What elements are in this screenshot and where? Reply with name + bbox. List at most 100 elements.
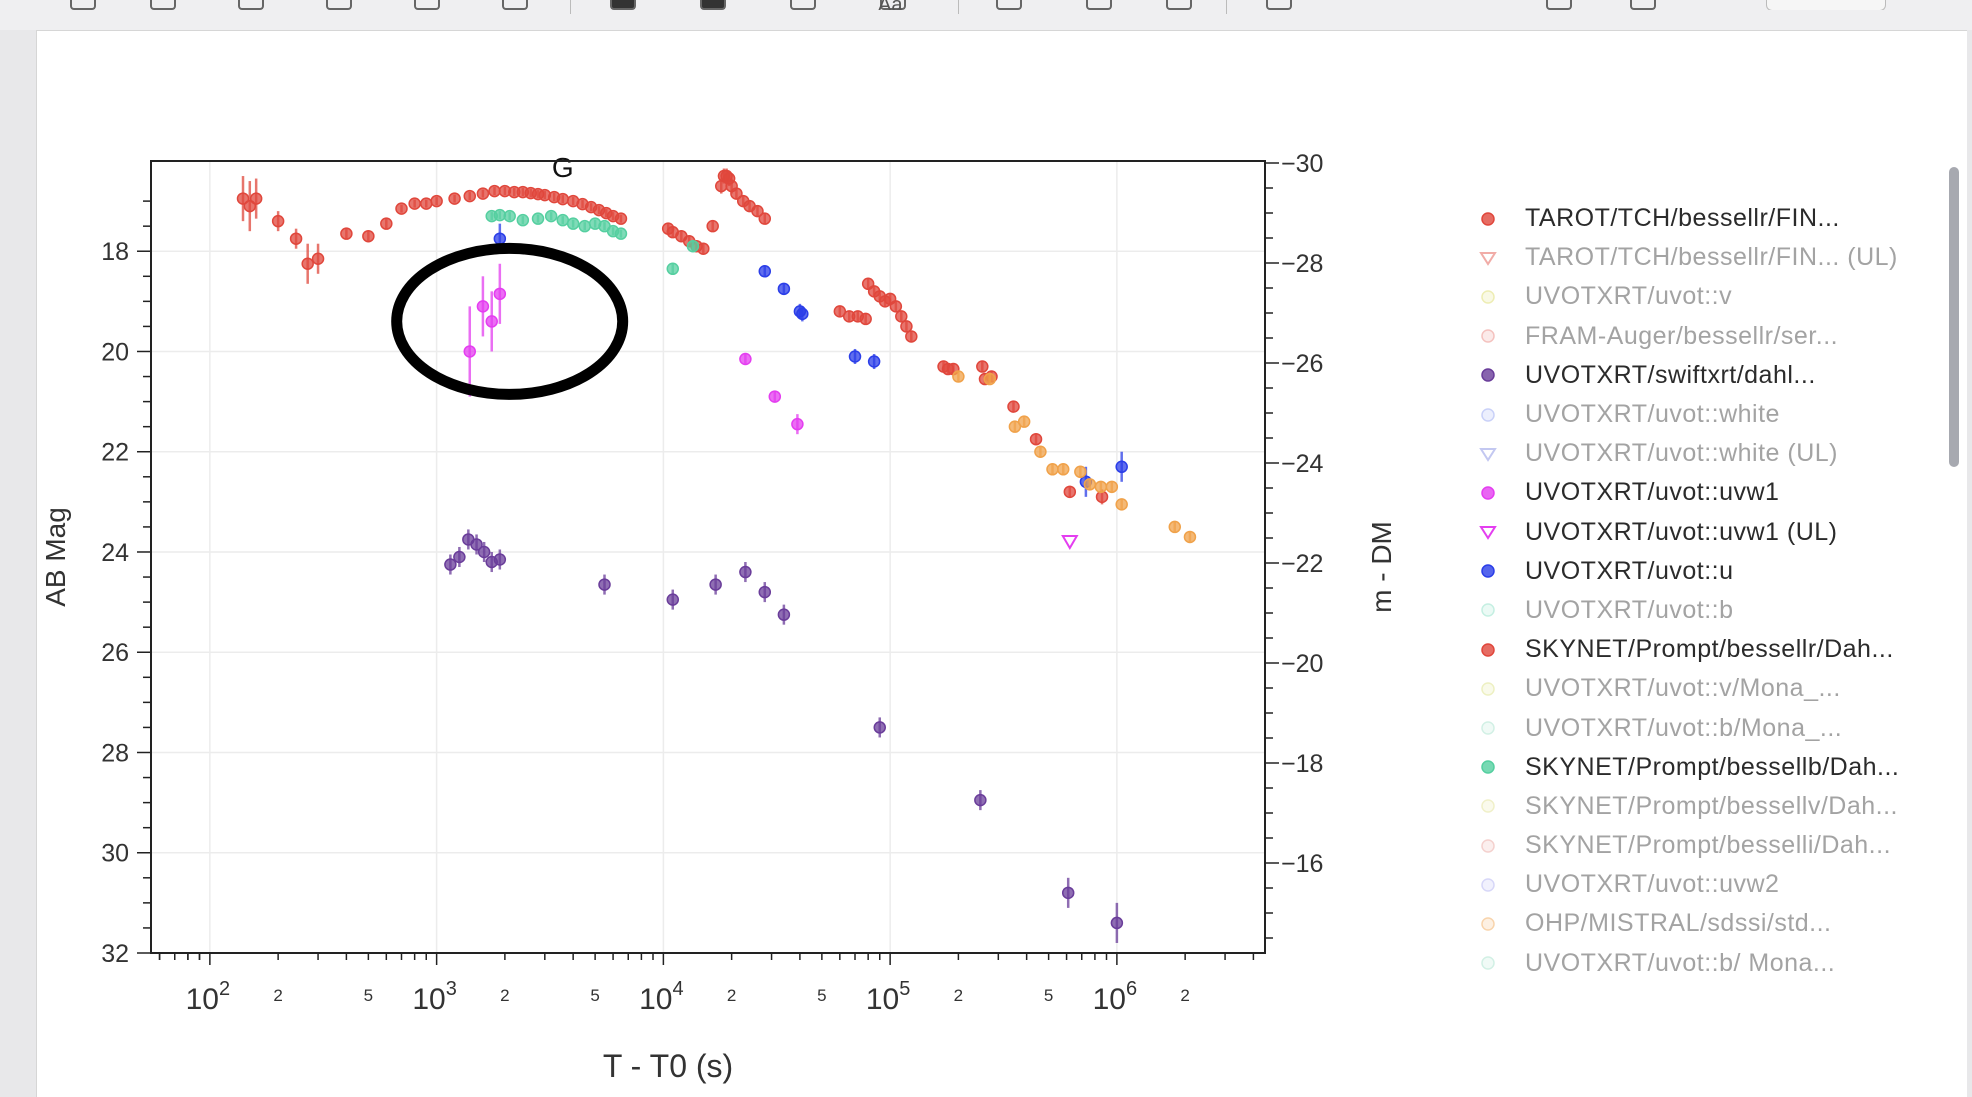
data-point[interactable] [444, 558, 457, 571]
data-point[interactable] [791, 417, 804, 431]
data-point[interactable] [476, 187, 490, 200]
legend-item[interactable]: UVOTXRT/uvot::uvw1 [1473, 473, 1953, 512]
data-point[interactable] [493, 553, 507, 566]
data-point[interactable] [476, 300, 490, 313]
data-point[interactable] [271, 214, 285, 228]
data-point[interactable] [1168, 520, 1182, 534]
data-point[interactable] [833, 305, 847, 318]
data-point[interactable] [1105, 480, 1119, 494]
text-icon[interactable] [880, 0, 906, 10]
highlight-icon[interactable] [70, 0, 96, 10]
data-point[interactable] [686, 239, 700, 253]
data-point[interactable] [485, 315, 498, 328]
legend-item[interactable]: OHP/MISTRAL/sdssi/std... [1473, 904, 1953, 943]
data-point[interactable] [895, 310, 908, 323]
data-point[interactable] [236, 192, 250, 205]
data-point[interactable] [1017, 415, 1031, 428]
data-point[interactable] [289, 232, 303, 245]
data-point[interactable] [848, 350, 862, 363]
legend-item[interactable]: UVOTXRT/uvot::white (UL) [1473, 434, 1953, 473]
data-point[interactable] [1029, 432, 1043, 446]
legend-item[interactable]: UVOTXRT/uvot::b/Mona_... [1473, 708, 1953, 747]
data-point[interactable] [1063, 485, 1077, 499]
legend-scrollbar[interactable] [1949, 167, 1959, 467]
data-point[interactable] [493, 232, 507, 245]
data-point[interactable] [556, 213, 570, 227]
data-point[interactable] [974, 793, 987, 807]
data-point[interactable] [758, 212, 772, 225]
share-icon[interactable] [1266, 0, 1292, 10]
data-point[interactable] [614, 227, 628, 240]
data-point[interactable] [408, 197, 421, 210]
data-point[interactable] [1115, 498, 1128, 511]
data-point[interactable] [420, 197, 433, 210]
data-point[interactable] [1034, 445, 1047, 458]
data-point[interactable] [889, 300, 903, 313]
data-point[interactable] [777, 608, 791, 621]
data-point[interactable] [768, 390, 782, 403]
underline-icon[interactable] [414, 0, 440, 10]
data-point[interactable] [1083, 478, 1097, 491]
legend-item[interactable]: UVOTXRT/uvot::uvw1 (UL) [1473, 513, 1953, 552]
data-point[interactable] [516, 213, 530, 227]
data-point[interactable] [905, 330, 918, 343]
data-point[interactable] [1074, 465, 1087, 479]
rect-select-icon[interactable] [238, 0, 264, 10]
data-point[interactable] [556, 192, 570, 206]
data-point[interactable] [758, 585, 772, 599]
legend-item[interactable]: TAROT/TCH/bessellr/FIN... (UL) [1473, 238, 1953, 277]
data-point[interactable] [796, 307, 809, 321]
data-point[interactable] [739, 565, 752, 579]
data-point[interactable] [1061, 534, 1079, 550]
data-point[interactable] [859, 312, 872, 326]
data-point[interactable] [1110, 916, 1124, 930]
data-point[interactable] [983, 372, 996, 386]
data-point[interactable] [777, 282, 791, 296]
data-point[interactable] [730, 187, 743, 200]
data-point[interactable] [340, 227, 353, 240]
data-point[interactable] [493, 287, 507, 301]
data-point[interactable] [301, 257, 314, 271]
data-point[interactable] [477, 545, 491, 559]
data-point[interactable] [697, 242, 710, 255]
data-point[interactable] [430, 194, 443, 208]
text-tool[interactable]: Aa [878, 0, 902, 10]
legend-item[interactable]: SKYNET/Prompt/bessellv/Dah... [1473, 787, 1953, 826]
legend-item[interactable]: SKYNET/Prompt/bessellr/Dah... [1473, 630, 1953, 669]
data-point[interactable] [1007, 400, 1020, 413]
adjust-icon[interactable] [1086, 0, 1112, 10]
data-point[interactable] [751, 204, 764, 218]
data-point[interactable] [1094, 480, 1108, 494]
data-point[interactable] [1115, 460, 1128, 474]
data-point[interactable] [1056, 463, 1070, 476]
legend-item[interactable]: UVOTXRT/uvot::white [1473, 395, 1953, 434]
data-point[interactable] [544, 209, 558, 223]
data-point[interactable] [1008, 420, 1022, 433]
legend-item[interactable]: UVOTXRT/uvot::v [1473, 277, 1953, 316]
data-point[interactable] [362, 229, 375, 243]
folder-icon[interactable] [1630, 0, 1656, 10]
crop-icon[interactable] [996, 0, 1022, 10]
data-point[interactable] [706, 219, 719, 233]
legend-item[interactable]: UVOTXRT/uvot::b [1473, 591, 1953, 630]
data-point[interactable] [463, 189, 477, 203]
data-point[interactable] [952, 370, 965, 383]
data-point[interactable] [900, 320, 913, 333]
data-point[interactable] [380, 217, 393, 230]
data-point[interactable] [758, 265, 772, 278]
legend-item[interactable]: UVOTXRT/swiftxrt/dahl... [1473, 356, 1953, 395]
legend-item[interactable]: SKYNET/Prompt/besselli/Dah... [1473, 826, 1953, 865]
data-point[interactable] [1061, 886, 1075, 900]
data-point[interactable] [666, 262, 680, 276]
data-point[interactable] [488, 184, 501, 198]
data-point[interactable] [1095, 490, 1109, 504]
legend-item[interactable]: TAROT/TCH/bessellr/FIN... [1473, 199, 1953, 238]
highlight-alt-icon[interactable] [150, 0, 176, 10]
legend-item[interactable]: UVOTXRT/uvot::b/ Mona... [1473, 944, 1953, 983]
legend-item[interactable]: SKYNET/Prompt/bessellb/Dah... [1473, 748, 1953, 787]
data-point[interactable] [1046, 463, 1059, 476]
data-point[interactable] [470, 538, 483, 551]
data-point[interactable] [1183, 530, 1197, 544]
data-point[interactable] [463, 345, 477, 358]
data-point[interactable] [453, 550, 466, 564]
